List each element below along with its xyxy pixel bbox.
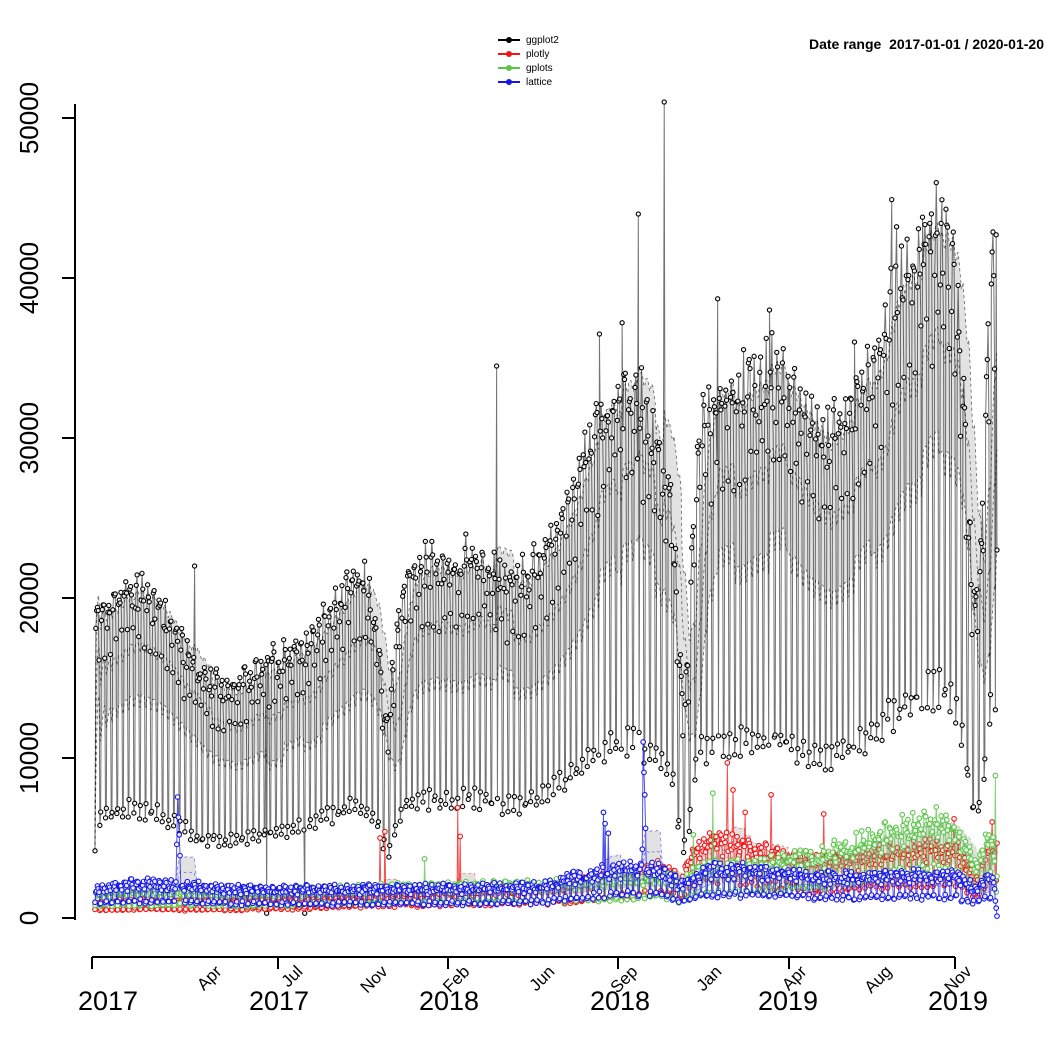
x-year-label: 2019 <box>927 986 989 1016</box>
legend-label: gplots <box>526 62 553 74</box>
y-tick-label: 20000 <box>14 561 44 635</box>
legend-line-marker-icon <box>498 47 520 61</box>
legend-item: plotly <box>498 47 559 61</box>
x-year-label: 2018 <box>418 986 480 1016</box>
legend-line-marker-icon <box>498 75 520 89</box>
legend: ggplot2 plotly gplots lattice <box>498 33 559 89</box>
legend-label: plotly <box>526 48 550 60</box>
legend-item: ggplot2 <box>498 33 559 47</box>
x-year-label: 2019 <box>757 986 819 1016</box>
y-tick-label: 50000 <box>14 81 44 155</box>
y-tick-label: 10000 <box>14 721 44 795</box>
legend-label: lattice <box>526 76 553 88</box>
y-tick-label: 30000 <box>14 401 44 475</box>
legend-line-marker-icon <box>498 61 520 75</box>
legend-item: lattice <box>498 75 559 89</box>
legend-item: gplots <box>498 61 559 75</box>
y-tick-label: 40000 <box>14 241 44 315</box>
chart-title: Date range 2017-01-01 / 2020-01-20 <box>808 36 1044 52</box>
x-year-label: 2018 <box>589 986 651 1016</box>
legend-line-marker-icon <box>498 33 520 47</box>
legend-label: ggplot2 <box>526 34 559 46</box>
x-year-label: 2017 <box>248 986 310 1016</box>
x-year-label: 2017 <box>77 986 139 1016</box>
y-tick-label: 0 <box>14 910 44 926</box>
